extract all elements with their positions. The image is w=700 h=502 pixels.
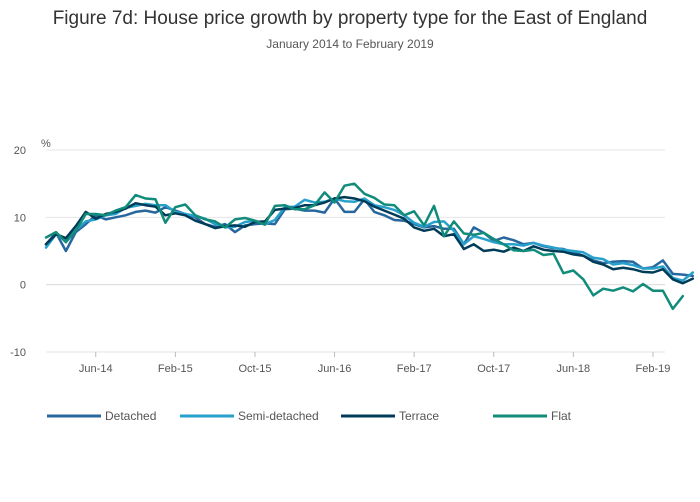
- chart-subtitle: January 2014 to February 2019: [266, 37, 434, 51]
- series-line-detached: [44, 197, 695, 278]
- legend-label: Terrace: [399, 409, 439, 423]
- x-tick-label: Jun-18: [557, 363, 591, 375]
- series-lines: [44, 182, 695, 311]
- series-line-flat: [44, 182, 685, 311]
- x-tick-label: Feb-17: [397, 363, 432, 375]
- x-axis-ticks: Jun-14 Feb-15 Oct-15 Jun-16 Feb-17 Oct-17 Jun-…: [79, 352, 670, 375]
- legend[interactable]: Detached Semi-detached Terrace Flat: [47, 409, 572, 423]
- y-tick-label: 20: [14, 145, 26, 157]
- y-axis-ticks: -10 0 10 20: [10, 145, 26, 359]
- y-tick-label: -10: [10, 347, 26, 359]
- x-tick-label: Jun-16: [318, 363, 352, 375]
- y-axis-unit-label: %: [41, 138, 51, 150]
- legend-item-detached[interactable]: Detached: [47, 409, 156, 423]
- y-tick-label: 10: [14, 212, 26, 224]
- x-tick-label: Feb-19: [636, 363, 671, 375]
- chart-title: Figure 7d: House price growth by propert…: [53, 8, 648, 29]
- x-tick-label: Oct-17: [477, 363, 510, 375]
- legend-item-semi-detached[interactable]: Semi-detached: [180, 409, 319, 423]
- legend-label: Semi-detached: [238, 409, 319, 423]
- series-line-semi-detached: [44, 197, 695, 282]
- gridlines: [46, 149, 665, 353]
- legend-label: Detached: [105, 409, 156, 423]
- x-tick-label: Jun-14: [79, 363, 113, 375]
- legend-item-terrace[interactable]: Terrace: [341, 409, 439, 423]
- series-line-terrace: [44, 195, 695, 285]
- legend-item-flat[interactable]: Flat: [493, 409, 572, 423]
- x-tick-label: Oct-15: [238, 363, 271, 375]
- x-tick-label: Feb-15: [158, 363, 193, 375]
- legend-label: Flat: [551, 409, 572, 423]
- y-tick-label: 0: [20, 280, 26, 292]
